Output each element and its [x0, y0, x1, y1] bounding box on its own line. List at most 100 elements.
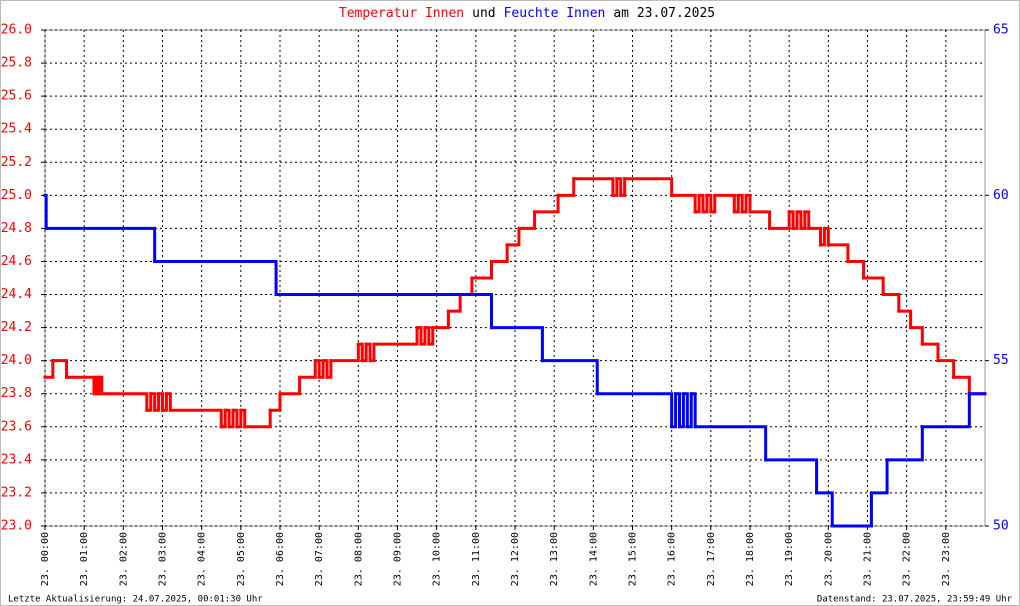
- step-segment: [153, 392, 161, 412]
- y-tick-label: 25.4: [1, 122, 32, 137]
- step-segment: [670, 392, 678, 429]
- x-tick-label: 23. 07:00: [314, 532, 325, 586]
- step-segment: [505, 226, 521, 247]
- step-segment: [830, 491, 873, 528]
- step-segment: [689, 392, 697, 429]
- step-segment: [164, 392, 172, 412]
- x-tick-label: 23. 19:00: [784, 532, 795, 586]
- step-segment: [920, 342, 940, 363]
- step-segment: [897, 309, 913, 330]
- y2-tick-label: 55: [993, 353, 1009, 368]
- step-segment: [740, 193, 748, 214]
- step-segment: [787, 210, 795, 230]
- y2-tick-label: 50: [993, 519, 1009, 534]
- step-segment: [681, 392, 689, 429]
- x-tick-label: 23. 11:00: [471, 532, 482, 586]
- x-tick-label: 23. 16:00: [667, 532, 678, 586]
- step-segment: [826, 243, 850, 263]
- step-segment: [713, 193, 736, 214]
- step-segment: [697, 193, 705, 214]
- step-segment: [419, 326, 427, 346]
- y-tick-label: 23.6: [1, 419, 32, 434]
- footer-left: Letzte Aktualisierung: 24.07.2025, 00:01…: [8, 595, 263, 605]
- step-segment: [268, 392, 282, 412]
- x-tick-label: 23. 23:00: [941, 532, 952, 586]
- step-segment: [317, 359, 325, 379]
- step-segment: [920, 392, 971, 429]
- step-segment: [517, 210, 537, 230]
- step-segment: [768, 210, 791, 230]
- chart-title: Temperatur Innen und Feuchte Innen am 23.07…: [339, 6, 715, 21]
- step-segment: [313, 359, 321, 379]
- x-tick-label: 23. 12:00: [510, 532, 521, 586]
- step-segment: [431, 309, 450, 330]
- y-tick-label: 25.8: [1, 56, 32, 71]
- x-tick-label: 23. 22:00: [902, 532, 913, 586]
- x-tick-label: 23. 10:00: [432, 532, 443, 586]
- step-segment: [909, 326, 924, 346]
- step-segment: [239, 408, 247, 429]
- step-segment: [533, 193, 560, 214]
- step-segment: [321, 359, 329, 379]
- y-tick-label: 24.8: [1, 221, 32, 236]
- step-segment: [674, 392, 681, 429]
- step-segment: [92, 375, 98, 396]
- step-segment: [572, 177, 615, 197]
- step-segment: [846, 259, 866, 280]
- x-tick-label: 23. 15:00: [628, 532, 639, 586]
- step-segment: [94, 375, 100, 396]
- x-tick-label: 23. 21:00: [863, 532, 874, 586]
- step-segment: [819, 226, 826, 247]
- step-segment: [732, 193, 740, 214]
- x-tick-label: 23. 02:00: [118, 532, 129, 586]
- step-segment: [356, 342, 364, 363]
- x-tick-label: 23. 17:00: [706, 532, 717, 586]
- step-segment: [278, 375, 302, 396]
- x-tick-label: 23. 09:00: [393, 532, 404, 586]
- step-segment: [43, 359, 55, 379]
- y-tick-label: 26.0: [1, 23, 32, 38]
- step-segment: [274, 293, 493, 330]
- y-tick-label: 24.6: [1, 254, 32, 269]
- step-segment: [490, 326, 544, 363]
- x-tick-label: 23. 06:00: [275, 532, 286, 586]
- step-segment: [701, 193, 709, 214]
- step-segment: [243, 408, 272, 429]
- step-segment: [764, 458, 819, 495]
- x-tick-label: 23. 08:00: [353, 532, 364, 586]
- step-segment: [952, 375, 971, 396]
- step-segment: [615, 177, 623, 197]
- step-segment: [168, 408, 223, 429]
- step-segment: [556, 177, 576, 197]
- step-segment: [235, 408, 243, 429]
- y-tick-label: 23.2: [1, 485, 32, 500]
- title-part: und: [472, 6, 495, 21]
- step-segment: [611, 177, 619, 197]
- step-segment: [736, 193, 744, 214]
- step-segment: [364, 342, 372, 363]
- title-part: Feuchte Innen: [504, 6, 606, 21]
- step-segment: [423, 326, 431, 346]
- step-segment: [51, 359, 69, 379]
- step-segment: [744, 193, 752, 214]
- step-segment: [149, 392, 157, 412]
- step-segment: [65, 375, 96, 396]
- y2-tick-label: 65: [993, 23, 1009, 38]
- x-tick-label: 23. 03:00: [158, 532, 169, 586]
- step-segment: [100, 392, 149, 412]
- y-tick-label: 24.2: [1, 320, 32, 335]
- step-segment: [368, 342, 376, 363]
- y-tick-label: 25.2: [1, 155, 32, 170]
- step-segment: [446, 293, 462, 313]
- step-segment: [799, 210, 807, 230]
- step-segment: [329, 342, 360, 363]
- step-segment: [685, 392, 693, 429]
- step-segment: [678, 392, 685, 429]
- step-segment: [223, 408, 231, 429]
- step-segment: [705, 193, 713, 214]
- x-tick-label: 23. 04:00: [197, 532, 208, 586]
- step-segment: [869, 458, 889, 495]
- step-segment: [693, 425, 768, 462]
- step-segment: [490, 243, 509, 263]
